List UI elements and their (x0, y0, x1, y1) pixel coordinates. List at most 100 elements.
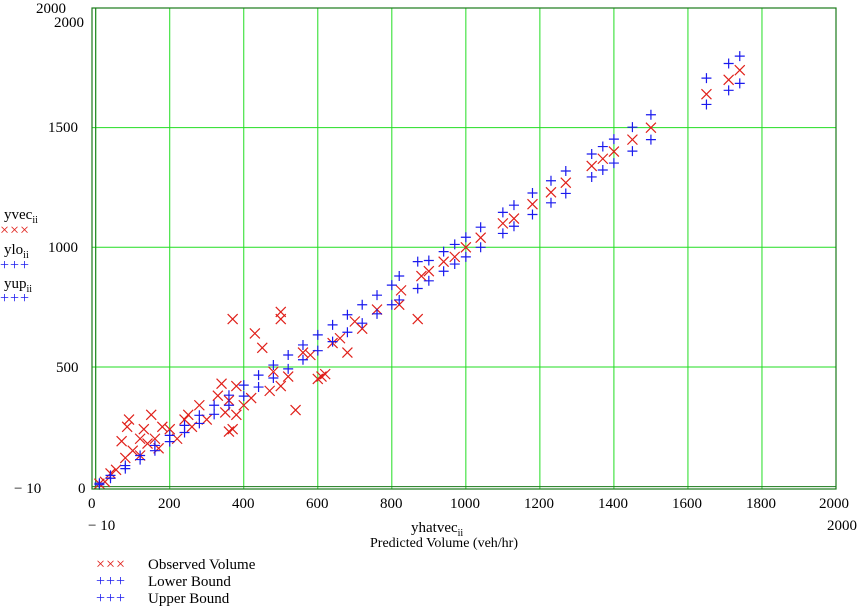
y-var-label-yup: yupii (4, 276, 32, 298)
data-point (508, 200, 519, 211)
data-point (245, 392, 257, 404)
x-var-base: yhatvec (411, 520, 458, 536)
data-point (357, 299, 368, 310)
data-point (449, 259, 460, 270)
data-point (341, 347, 353, 359)
data-point (249, 328, 261, 339)
x-axis-max-label: 2000 (827, 518, 857, 534)
data-point (586, 171, 597, 182)
data-point (121, 421, 133, 433)
data-point (508, 221, 519, 232)
x-tick-label: 2000 (819, 496, 849, 512)
data-point (116, 435, 128, 447)
data-point (327, 319, 338, 330)
x-tick-label: 0 (88, 496, 96, 512)
data-point (134, 433, 146, 445)
data-point (342, 327, 353, 338)
x-tick-label: 1200 (524, 496, 554, 512)
data-point (216, 378, 227, 390)
y-var-glyphs-yvec: ××× (0, 222, 31, 239)
data-point (123, 414, 135, 426)
data-point (394, 271, 405, 282)
data-point (475, 232, 487, 244)
data-point (149, 433, 161, 445)
data-point (527, 209, 538, 220)
legend-marker-observed: ××× (96, 556, 127, 573)
data-point (138, 423, 150, 435)
data-point (395, 284, 407, 296)
data-point (627, 122, 638, 133)
data-point (723, 74, 735, 86)
data-point (460, 241, 472, 253)
data-point (253, 370, 264, 381)
data-point (734, 78, 745, 89)
legend-marker-upper: +++ (96, 590, 127, 607)
data-point (275, 306, 287, 318)
data-point (179, 420, 190, 431)
y-axis-min-label: − 10 (14, 481, 42, 497)
data-point (701, 88, 712, 100)
data-point (304, 349, 316, 361)
x-tick-label: 600 (306, 496, 329, 512)
y-axis-max-label: 2000 (36, 1, 66, 17)
data-point (412, 283, 423, 294)
data-point (264, 385, 276, 397)
data-point (156, 421, 168, 433)
data-point (608, 146, 620, 158)
data-point (412, 256, 423, 267)
data-point (394, 294, 405, 305)
data-series (93, 51, 746, 490)
y-var-label-ylo: yloii (4, 242, 29, 264)
data-point (386, 280, 397, 291)
data-point (297, 347, 309, 359)
y-var-sub: ii (23, 250, 29, 261)
data-point (209, 400, 220, 411)
data-point (608, 134, 619, 145)
data-point (230, 380, 242, 392)
data-point (230, 409, 242, 421)
legend-label-upper: Upper Bound (148, 591, 230, 607)
data-point (193, 399, 205, 411)
data-point (560, 165, 571, 176)
data-point (283, 349, 294, 360)
x-axis-title: Predicted Volume (veh/hr) (370, 536, 519, 551)
data-point (283, 363, 294, 374)
y-var-base: yup (4, 276, 27, 292)
data-point (734, 64, 746, 76)
data-point (253, 382, 264, 393)
data-point (312, 329, 323, 340)
y-tick-label: 500 (56, 360, 79, 376)
data-point (560, 188, 571, 199)
data-point (267, 366, 279, 378)
data-point (94, 478, 105, 489)
data-point (223, 390, 234, 401)
data-point (723, 58, 734, 69)
y-var-sub: ii (26, 284, 33, 295)
data-point (527, 198, 538, 210)
data-point (423, 275, 434, 286)
data-point (282, 371, 294, 382)
x-var-sub: ii (457, 528, 464, 539)
data-point (209, 409, 220, 420)
x-tick-label: 400 (232, 496, 255, 512)
data-point (545, 197, 556, 208)
data-point (268, 360, 279, 371)
data-point (497, 217, 509, 229)
data-point (527, 187, 538, 198)
data-point (597, 141, 608, 152)
data-point (182, 409, 194, 421)
data-point (438, 266, 449, 277)
data-point (142, 438, 153, 449)
data-point (297, 339, 308, 350)
x-tick-label: 1800 (746, 496, 776, 512)
data-point (319, 368, 331, 380)
data-point (645, 134, 656, 145)
data-point (438, 256, 450, 268)
data-point (597, 165, 608, 176)
data-point (586, 148, 597, 159)
y-axis-max-label-inner: 2000 (54, 15, 84, 31)
data-point (110, 464, 122, 476)
data-point (164, 423, 176, 435)
y-var-sub: ii (32, 215, 38, 226)
